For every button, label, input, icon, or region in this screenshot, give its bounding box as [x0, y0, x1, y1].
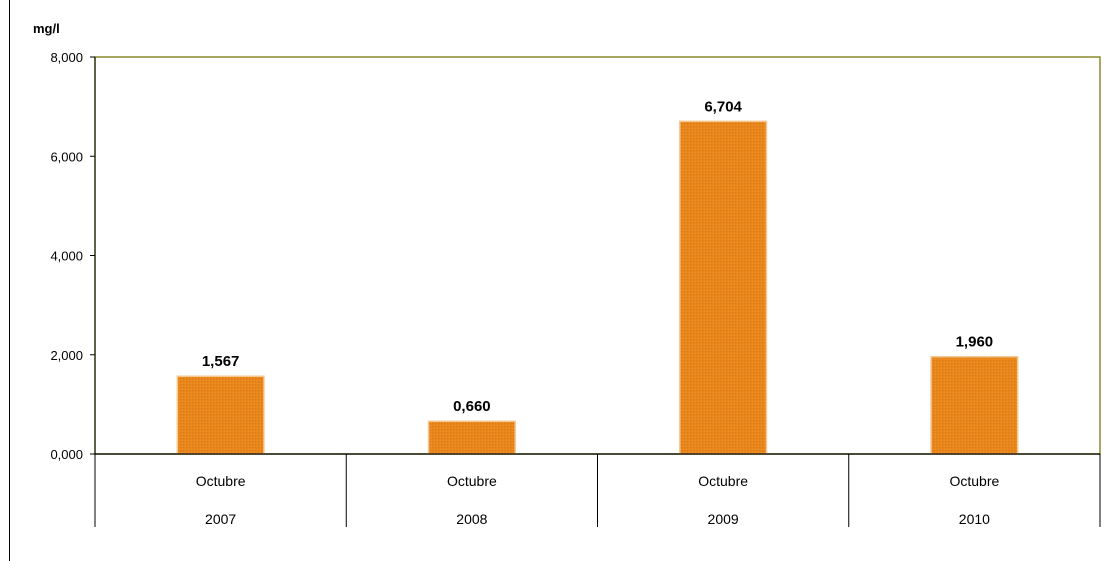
bar [930, 355, 1019, 455]
x-tick-label-year: 2007 [205, 511, 236, 527]
bar [427, 420, 516, 455]
y-axis-unit-label: mg/l [33, 21, 60, 36]
y-tick-label: 0,000 [50, 447, 83, 462]
y-tick-label: 4,000 [50, 249, 83, 264]
data-labels-group: 1,567 0,660 6,704 1,960 [202, 98, 993, 415]
data-label: 0,660 [453, 398, 491, 415]
x-tick-label-year: 2008 [456, 511, 487, 527]
y-tick-label: 6,000 [50, 149, 83, 164]
x-tick-label-month: Octubre [949, 473, 999, 489]
data-label: 1,567 [202, 353, 240, 370]
y-tick-label: 2,000 [50, 348, 83, 363]
bars-group [176, 120, 1019, 455]
y-tick-label: 8,000 [50, 50, 83, 65]
x-axis: Octubre 2007 Octubre 2008 Octubre 2009 Octubre… [94, 453, 1101, 527]
x-tick-label-month: Octubre [196, 473, 246, 489]
x-tick-label-month: Octubre [447, 473, 497, 489]
x-tick-label-year: 2010 [959, 511, 990, 527]
bar [679, 120, 768, 455]
bar [176, 375, 265, 455]
x-tick-label-year: 2009 [708, 511, 739, 527]
y-axis: 0,000 2,000 4,000 6,000 8,000 [50, 50, 96, 462]
x-tick-label-month: Octubre [698, 473, 748, 489]
data-label: 1,960 [956, 334, 994, 351]
data-label: 6,704 [704, 98, 742, 115]
